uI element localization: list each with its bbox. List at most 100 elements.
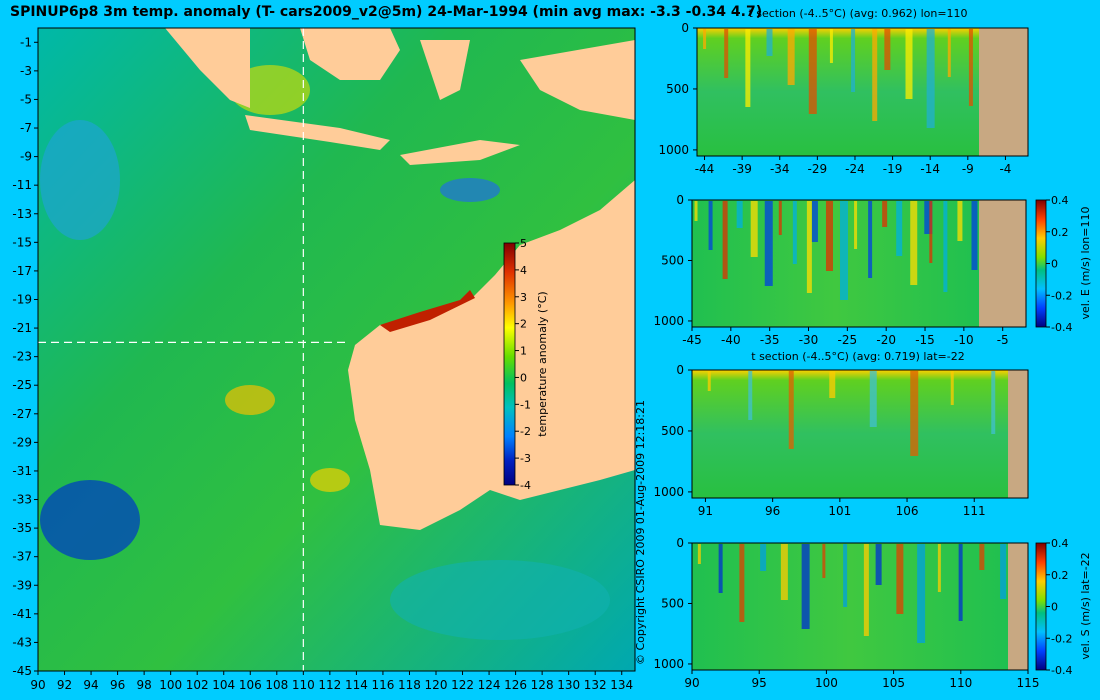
section-streak: [957, 201, 963, 241]
map-y-tick-label: -41: [12, 607, 32, 621]
colorbar-tick-label: -2: [520, 425, 531, 438]
land-sulawesi: [420, 40, 470, 100]
section-x-tick-label: -39: [732, 162, 752, 176]
section-streak: [708, 201, 713, 250]
section-x-tick-label: 111: [963, 504, 986, 518]
section-streak: [1000, 544, 1007, 599]
section-streak: [745, 29, 751, 107]
section-streak: [872, 29, 878, 121]
panel-title: t section (-4..5°C) (avg: 0.719) lat=-22: [751, 350, 964, 363]
section-y-tick-label: 0: [676, 193, 684, 207]
map-x-tick-label: 118: [398, 678, 421, 692]
colorbar-tick-label: -3: [520, 452, 531, 465]
warm-anomaly-patch: [310, 468, 350, 492]
section-streak: [896, 201, 903, 256]
map-y-tick-label: -27: [12, 407, 32, 421]
section-streak: [739, 544, 745, 622]
section-x-tick-label: 95: [752, 676, 767, 690]
section-x-tick-label: -44: [695, 162, 715, 176]
section-x-tick-label: -10: [954, 333, 974, 347]
map-y-tick-label: -11: [12, 178, 32, 192]
section-field: [697, 28, 979, 156]
map-y-tick-label: -25: [12, 378, 32, 392]
section-land: [979, 200, 1026, 327]
map-y-tick-label: -7: [20, 121, 32, 135]
section-x-tick-label: -25: [838, 333, 858, 347]
section-streak: [703, 29, 707, 49]
section-x-tick-label: 96: [765, 504, 780, 518]
section-x-tick-label: -20: [876, 333, 896, 347]
map-colorbar-label: temperature anomaly (°C): [536, 291, 549, 436]
section-x-tick-label: -15: [915, 333, 935, 347]
land-timor: [400, 140, 520, 165]
map-x-tick-label: 92: [57, 678, 72, 692]
panel-title: t section (-4..5°C) (avg: 0.962) lon=110: [748, 7, 967, 20]
vel-s-colorbar-label: vel. S (m/s) lat=-22: [1079, 552, 1092, 659]
section-streak: [868, 201, 873, 278]
map-y-tick-label: -5: [20, 92, 32, 106]
vel-colorbar-tick-label: 0.4: [1051, 537, 1069, 550]
section-streak: [780, 544, 788, 600]
section-streak: [905, 29, 913, 99]
map-x-tick-label: 126: [504, 678, 527, 692]
section-streak: [829, 371, 836, 398]
land-new-guinea: [520, 40, 635, 120]
map-frame: [37, 27, 636, 672]
section-streak: [937, 544, 941, 592]
section-streak: [869, 371, 877, 427]
section-x-tick-label: 91: [698, 504, 713, 518]
section-x-tick-label: -40: [721, 333, 741, 347]
map-x-tick-label: 96: [110, 678, 125, 692]
map-y-tick-label: -3: [20, 64, 32, 78]
section-streak: [943, 201, 948, 292]
land-java: [245, 115, 390, 150]
map-y-tick-label: -29: [12, 435, 32, 449]
section-streak: [829, 29, 833, 63]
map-y-tick-label: -21: [12, 321, 32, 335]
section-streak: [697, 544, 701, 564]
colorbar-tick-label: 5: [520, 237, 527, 250]
map-x-tick-label: 98: [136, 678, 151, 692]
map-y-tick-label: -43: [12, 635, 32, 649]
vel-e-colorbar: [1035, 199, 1047, 328]
section-streak: [875, 544, 882, 585]
section-x-tick-label: -14: [920, 162, 940, 176]
section-field: [692, 543, 1008, 670]
map-y-tick-label: -31: [12, 464, 32, 478]
map-y-tick-label: -13: [12, 207, 32, 221]
section-land: [1008, 543, 1028, 670]
section-streak: [778, 201, 782, 235]
section-x-tick-label: 115: [1017, 676, 1040, 690]
colorbar-tick-label: -1: [520, 398, 531, 411]
section-streak: [851, 29, 856, 92]
section-streak: [884, 29, 891, 70]
section-streak: [958, 544, 963, 621]
map-x-tick-label: 132: [584, 678, 607, 692]
page-title: SPINUP6p8 3m temp. anomaly (T- cars2009_…: [10, 4, 763, 20]
section-x-tick-label: -30: [799, 333, 819, 347]
section-x-tick-label: 106: [896, 504, 919, 518]
section-streak: [950, 371, 954, 405]
section-stripes: [694, 29, 1007, 643]
temperature-anomaly-map: [37, 27, 636, 672]
section-y-tick-label: 1000: [658, 143, 689, 157]
section-y-tick-label: 500: [666, 82, 689, 96]
panel-frame: [691, 542, 1029, 671]
cold-anomaly-patch: [40, 120, 120, 240]
vel-colorbar-tick-label: 0.2: [1051, 226, 1069, 239]
warm-anomaly-patch: [225, 385, 275, 415]
vel-colorbar-tick-label: 0.2: [1051, 569, 1069, 582]
section-x-tick-label: -29: [808, 162, 828, 176]
section-streak: [748, 371, 753, 420]
section-x-tick-label: 101: [828, 504, 851, 518]
section-x-tick-label: -34: [770, 162, 790, 176]
cold-anomaly-patch: [390, 560, 610, 640]
section-y-tick-label: 0: [681, 21, 689, 35]
map-x-tick-label: 122: [451, 678, 474, 692]
colorbar-tick-label: 1: [520, 345, 527, 358]
section-x-tick-label: 110: [949, 676, 972, 690]
section-x-tick-label: -35: [760, 333, 780, 347]
map-x-tick-label: 130: [557, 678, 580, 692]
section-streak: [760, 544, 767, 571]
